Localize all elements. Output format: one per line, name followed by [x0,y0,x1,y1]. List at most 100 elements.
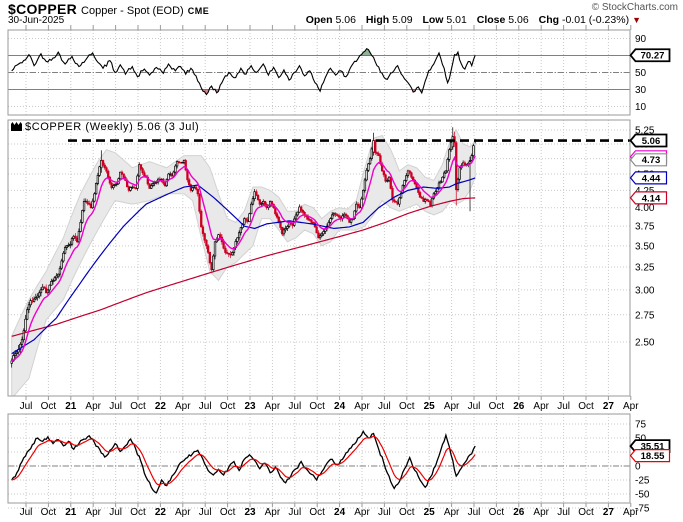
slow-ma-tag-text: 4.14 [642,193,661,204]
candle-body [103,164,106,169]
candle-body [389,176,392,189]
main-x-axis-label: Jul [288,401,301,412]
copyright-label: © StockCharts.com [591,2,678,13]
candle-body [191,187,194,191]
candle-body [196,188,199,195]
candle-body [94,183,98,195]
candle-body [151,183,155,186]
candle-body [372,140,375,153]
candle-body [205,239,208,247]
main-x-axis-label: 26 [513,401,525,412]
main-x-axis-label: 21 [65,401,77,412]
candle-body [315,226,318,234]
candle-body [122,173,125,178]
main-y-axis-label: 2.50 [635,338,655,349]
main-series-label: $COPPER (Weekly) 5.06 (3 Jul) [11,121,199,133]
candle-body [41,286,44,291]
bottom-x-axis-label: Oct [399,507,415,518]
candle-body [107,170,110,178]
candle-body [165,179,168,187]
rsi-oversold-fill [11,89,476,95]
candle-body [277,216,280,223]
main-y-axis-label: 3.25 [635,263,655,274]
main-x-axis-label: Apr [533,401,549,412]
main-x-axis-label: Apr [623,401,639,412]
candle-body [227,252,230,255]
candle-body [172,171,175,177]
candle-body [200,210,203,228]
candle-body [243,218,246,225]
candle-body [193,186,196,189]
main-x-axis-label: Apr [265,401,281,412]
rsi-overbought-fill [11,48,476,56]
candle-body [158,178,162,181]
candle-body [437,182,441,189]
candle-body [329,218,332,223]
candle-body [69,243,72,246]
chart-date: 30-Jun-2025 [8,15,65,26]
candle-body [206,245,210,253]
bottom-y-axis-label: -50 [635,490,650,501]
candle-body [360,198,363,209]
main-x-axis-label: Oct [489,401,505,412]
main-y-axis-label: 5.25 [635,126,655,137]
top-y-axis-label: 90 [635,34,647,45]
candle-body [279,221,282,228]
candle-body [322,231,325,235]
candle-body [84,200,87,203]
candle-body [310,219,313,223]
candle-body [470,155,473,161]
candle-body [318,235,322,239]
candle-body [422,197,425,202]
candle-body [201,226,205,234]
candle-body [443,172,446,178]
candle-body [439,181,442,184]
panel-frame [7,119,631,397]
mid-ma-tag-text: 4.44 [642,173,661,184]
candle-body [425,199,429,201]
candle-body [62,252,65,262]
candle-body [198,193,201,212]
candle-body [39,289,43,294]
symbol-label: $COPPER [8,1,78,17]
quote-summary: Open 5.06 High 5.09 Low 5.01 Close 5.06 … [299,14,641,26]
bottom-x-axis-label: Jul [557,507,570,518]
candle-body [12,355,15,362]
candle-body [358,205,361,209]
down-arrow-icon: ▼ [632,15,641,25]
candle-body [367,163,370,171]
candle-body [382,170,386,176]
candle-body [286,226,289,229]
candle-body [219,234,222,238]
candle-body [81,210,84,223]
candle-body [312,222,315,224]
candle-body [53,277,56,281]
oscillator-signal-tag-text: 18.55 [641,451,665,462]
candle-body [300,206,303,211]
candle-body [377,153,380,156]
candle-body [105,167,108,172]
candle-body [48,284,51,291]
candle-body [115,183,118,185]
candle-body [406,170,410,177]
main-x-axis-label: Jul [199,401,212,412]
candle-body [403,180,406,186]
mid-ma-tag-shape [629,171,668,185]
bottom-x-axis-label: Oct [130,507,146,518]
candle-body [89,204,93,209]
candle-body [150,185,153,189]
close-label: Close [476,14,506,26]
bottom-x-axis-label: Jul [468,507,481,518]
candle-body [29,300,32,306]
candle-body [448,149,451,160]
candle-body [225,252,229,254]
candle-body [113,184,117,187]
candle-body [420,196,423,199]
bottom-x-axis-label: 25 [424,507,436,518]
bottom-x-axis-label: Apr [85,507,101,518]
bottom-x-axis-label: Apr [354,507,370,518]
candle-body [212,255,215,271]
bottom-x-axis-label: Oct [578,507,594,518]
candle-body [237,232,241,239]
candle-body [363,179,367,191]
